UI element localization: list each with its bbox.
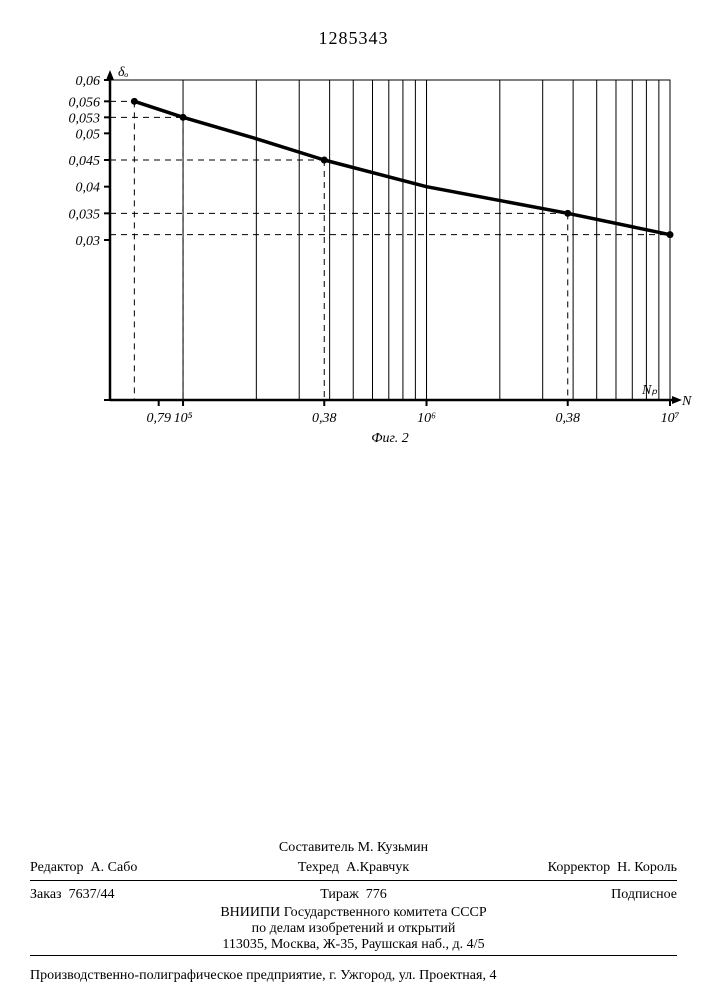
techred-name: А.Кравчук bbox=[346, 860, 409, 875]
org-line2: по делам изобретений и открытий bbox=[30, 921, 677, 937]
svg-text:0,06: 0,06 bbox=[76, 74, 101, 89]
tirage-label: Тираж bbox=[320, 887, 359, 902]
svg-text:10⁶: 10⁶ bbox=[417, 411, 436, 426]
editor-label: Редактор bbox=[30, 860, 84, 875]
editor-name: А. Сабо bbox=[91, 860, 138, 875]
divider bbox=[30, 880, 677, 881]
svg-text:0,053: 0,053 bbox=[69, 111, 101, 126]
svg-text:0,05: 0,05 bbox=[76, 127, 101, 142]
corrector-name: Н. Король bbox=[617, 860, 677, 875]
svg-text:0,04: 0,04 bbox=[76, 181, 101, 196]
compiler-label: Составитель bbox=[279, 840, 354, 856]
document-number: 1285343 bbox=[0, 28, 707, 49]
svg-text:0,035: 0,035 bbox=[69, 207, 101, 222]
svg-text:10⁷: 10⁷ bbox=[661, 411, 680, 426]
org-addr: 113035, Москва, Ж-35, Раушская наб., д. … bbox=[30, 937, 677, 953]
divider bbox=[30, 955, 677, 956]
footer: Составитель М. Кузьмин Редактор А. Сабо … bbox=[30, 838, 677, 960]
svg-text:0,045: 0,045 bbox=[69, 154, 101, 169]
subscription: Подписное bbox=[611, 887, 677, 902]
tirage-value: 776 bbox=[366, 887, 387, 902]
svg-text:N: N bbox=[681, 394, 692, 409]
svg-text:0,79: 0,79 bbox=[146, 411, 171, 426]
order-number: 7637/44 bbox=[69, 887, 115, 902]
svg-text:0,056: 0,056 bbox=[69, 95, 101, 110]
svg-text:Фиг. 2: Фиг. 2 bbox=[371, 431, 409, 446]
chart: δₒNNₚ0,030,040,050,060,0350,0450,0530,05… bbox=[30, 60, 670, 460]
org-line1: ВНИИПИ Государственного комитета СССР bbox=[30, 905, 677, 921]
svg-text:Nₚ: Nₚ bbox=[641, 383, 657, 398]
corrector-label: Корректор bbox=[548, 860, 610, 875]
techred-label: Техред bbox=[298, 860, 339, 875]
svg-text:0,38: 0,38 bbox=[555, 411, 580, 426]
press-line: Производственно-полиграфическое предприя… bbox=[30, 968, 677, 984]
compiler-name: М. Кузьмин bbox=[358, 840, 429, 856]
svg-text:0,38: 0,38 bbox=[312, 411, 337, 426]
svg-text:0,03: 0,03 bbox=[76, 234, 101, 249]
order-label: Заказ bbox=[30, 887, 62, 902]
svg-text:δₒ: δₒ bbox=[118, 65, 129, 80]
svg-text:10⁵: 10⁵ bbox=[174, 411, 193, 426]
